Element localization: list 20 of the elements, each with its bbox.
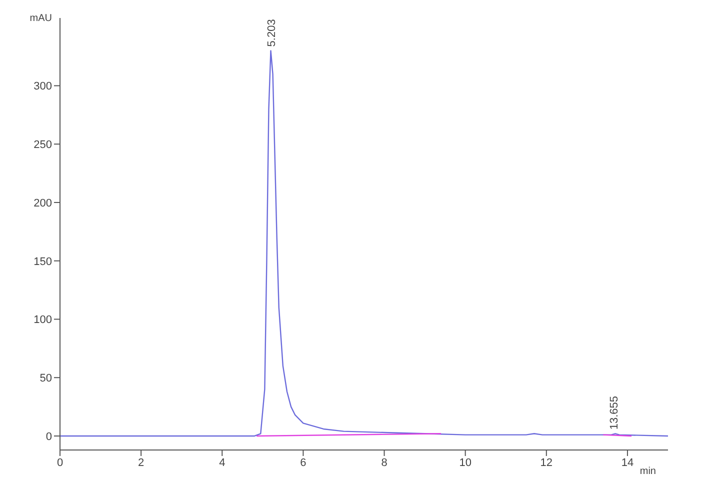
x-tick-label: 14 — [621, 456, 634, 469]
x-tick-label: 8 — [381, 456, 388, 469]
x-tick-label: 0 — [56, 456, 64, 469]
y-tick-label: 100 — [34, 314, 52, 326]
y-tick-label: 0 — [46, 430, 52, 443]
y-tick-label: 50 — [40, 372, 52, 385]
y-tick-label: 150 — [34, 256, 52, 268]
y-axis-title: mAU — [30, 13, 52, 24]
x-tick-label: 2 — [138, 456, 144, 469]
y-tick-label: 300 — [34, 80, 52, 93]
x-tick-label: 6 — [300, 456, 306, 469]
x-axis-title: min — [640, 466, 656, 477]
y-tick-label: 200 — [34, 197, 52, 210]
x-tick-label: 10 — [459, 456, 472, 469]
y-tick-label: 250 — [34, 139, 52, 151]
annotation: 13.655 — [608, 396, 620, 430]
x-tick-label: 4 — [219, 456, 226, 469]
annotation: 5.203 — [266, 19, 278, 47]
line-series — [60, 50, 668, 437]
x-tick-label: 12 — [540, 456, 553, 469]
